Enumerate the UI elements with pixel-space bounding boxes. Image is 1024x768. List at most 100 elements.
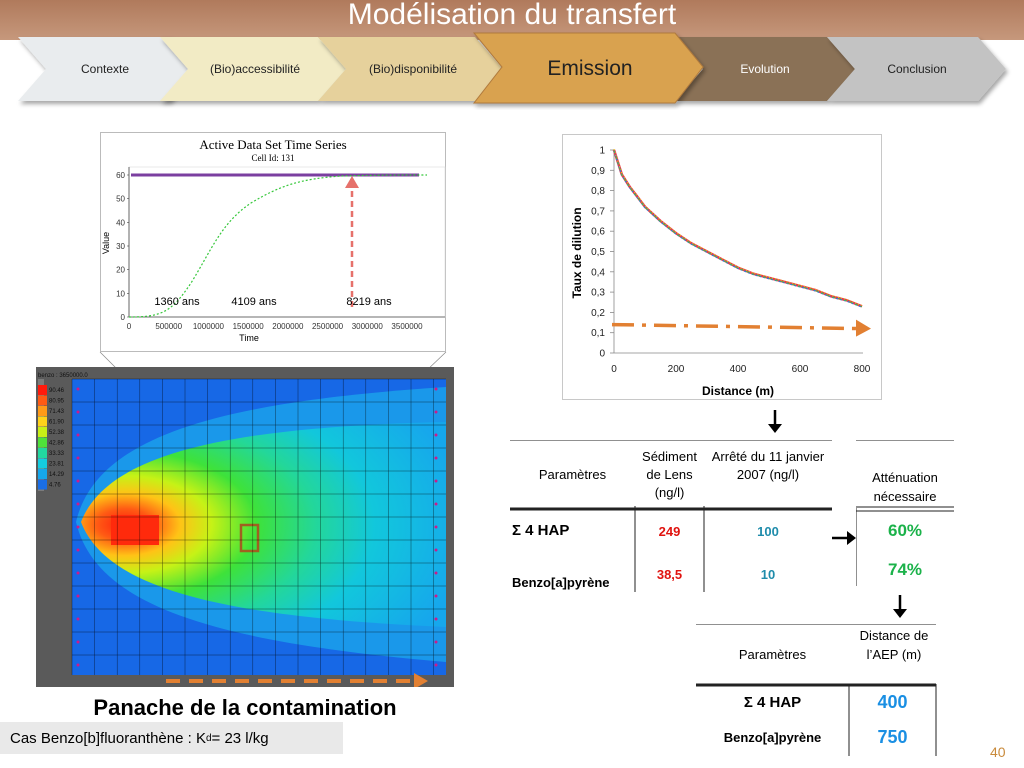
time-series-chart: 0 10 20 30 40 50 60 0 500000 1000000 1500000 20000…	[101, 166, 446, 343]
table2-header-distance: Distance de l’AEP (m)	[859, 628, 929, 662]
step-evolution[interactable]: Evolution	[740, 62, 790, 76]
plume-caption: Panache de la contamination	[93, 695, 397, 720]
dilution-ytick: 0,7	[591, 206, 605, 217]
step-arrow-bioaccessibilite[interactable]	[160, 37, 346, 101]
plume-legend-value: 42.86	[49, 441, 65, 447]
annotation-1360: 1360 ans	[154, 296, 200, 308]
time-series-title: Active Data Set Time Series	[199, 137, 347, 152]
ts-xtick: 3000000	[352, 322, 384, 331]
dilution-xtick: 200	[668, 364, 685, 375]
attenuation-row1: 60%	[887, 521, 923, 540]
dilution-ylabel: Taux de dilution	[570, 207, 584, 298]
ts-xtick: 2000000	[272, 322, 304, 331]
table1-row2-sediment: 38,5	[656, 567, 683, 582]
plume-legend-title: benzo : 3650000.0	[38, 373, 88, 379]
ts-ytick: 20	[116, 266, 125, 275]
time-series-panel: Active Data Set Time Series Cell Id: 131…	[100, 132, 446, 352]
dilution-ytick: 0,5	[591, 247, 605, 258]
table1-header-sediment: Sédiment de Lens (ng/l)	[642, 449, 697, 500]
dilution-series-line-2	[613, 149, 863, 307]
dilution-xtick: 400	[730, 364, 747, 375]
table2-row1-distance: 400	[877, 692, 908, 712]
table2-header-param: Paramètres	[738, 647, 807, 662]
table1-header-param: Paramètres	[538, 467, 607, 482]
ts-xtick: 3500000	[391, 322, 423, 331]
dilution-chart: 0 0,1 0,2 0,3 0,4 0,5 0,6 0,7 0,8 0,9 1 0 200 400 600…	[570, 146, 871, 398]
dilution-ytick: 0,3	[591, 288, 605, 299]
plume-legend-value: 33.33	[49, 451, 65, 457]
footnote-sub: d	[205, 732, 212, 744]
table1-row2-arrete: 10	[760, 567, 776, 582]
ts-ytick: 40	[116, 218, 125, 227]
dilution-ytick: 0,2	[591, 308, 605, 319]
ts-ytick: 10	[116, 289, 125, 298]
time-series-ylabel: Value	[101, 232, 111, 254]
table1-header-arrete: Arrêté du 11 janvier 2007 (ng/l)	[711, 449, 825, 482]
step-contexte[interactable]: Contexte	[80, 62, 130, 76]
plume-shape	[81, 422, 446, 627]
step-bioaccessibilite[interactable]: (Bio)accessibilité	[209, 62, 301, 76]
dilution-ytick: 0,8	[591, 186, 605, 197]
time-series-xlabel: Time	[239, 333, 259, 343]
footnote-suffix: = 23 l/kg	[211, 729, 269, 747]
step-arrow-evolution[interactable]	[675, 37, 855, 101]
ts-xtick: 1500000	[233, 322, 265, 331]
ts-xtick: 0	[127, 322, 132, 331]
step-emission[interactable]: Emission	[547, 57, 633, 80]
slide-title: Modélisation du transfert	[347, 0, 677, 31]
dilution-xlabel: Distance (m)	[702, 384, 774, 398]
step-conclusion[interactable]: Conclusion	[887, 62, 947, 76]
plume-panel: benzo : 3650000.0 90.46 80.95 71.43 61.90 52…	[36, 367, 454, 687]
time-series-arrow-head	[345, 176, 359, 188]
dilution-ytick: 1	[599, 146, 605, 157]
plume-legend-value: 61.90	[49, 420, 65, 426]
attenuation-row2: 74%	[887, 560, 923, 579]
dilution-series-line-3	[613, 150, 863, 308]
table1-row1-param: Σ 4 HAP	[512, 522, 570, 539]
plume-legend-value: 23.81	[49, 462, 65, 468]
dilution-ytick: 0	[599, 349, 605, 360]
ts-xtick: 500000	[155, 322, 182, 331]
step-arrow-contexte[interactable]	[18, 37, 198, 101]
threshold-arrow-head	[856, 319, 871, 337]
ts-ytick: 60	[116, 171, 125, 180]
ts-ytick: 30	[116, 242, 125, 251]
table1-row2-param: Benzo[a]pyrène	[512, 575, 610, 590]
step-biodisponibilite[interactable]: (Bio)disponibilité	[368, 62, 458, 76]
ts-xtick: 1000000	[193, 322, 225, 331]
step-arrow-emission[interactable]	[472, 32, 704, 104]
dilution-ytick: 0,9	[591, 166, 605, 177]
table1-row1-arrete: 100	[757, 524, 779, 539]
ts-xtick: 2500000	[312, 322, 344, 331]
dilution-ytick: 0,6	[591, 227, 605, 238]
footnote-text: Cas Benzo[b]fluoranthène : K	[10, 729, 206, 747]
process-steps	[18, 32, 1006, 104]
dilution-xtick: 600	[792, 364, 809, 375]
annotation-4109: 4109 ans	[231, 296, 277, 308]
dilution-ytick: 0,4	[591, 267, 605, 278]
ts-ytick: 50	[116, 195, 125, 204]
dilution-xtick: 800	[854, 364, 871, 375]
annotation-8219: 8219 ans	[346, 296, 392, 308]
step-arrow-biodisponibilite[interactable]	[318, 37, 503, 101]
plume-legend-value: 4.76	[49, 483, 61, 489]
plume-legend-value: 90.46	[49, 388, 65, 394]
plume-legend-value: 14.29	[49, 472, 65, 478]
ts-ytick: 0	[121, 313, 126, 322]
dilution-chart-panel: 0 0,1 0,2 0,3 0,4 0,5 0,6 0,7 0,8 0,9 1 0 200 400 600…	[562, 134, 882, 400]
time-series-curve	[128, 174, 428, 318]
plume-legend-value: 52.38	[49, 430, 65, 436]
table2-row2-distance: 750	[877, 727, 908, 747]
dilution-xtick: 0	[611, 364, 617, 375]
table2-row1-param: Σ 4 HAP	[743, 694, 802, 711]
attenuation-header: Atténuation nécessaire	[872, 470, 938, 504]
dilution-ytick: 0,1	[591, 328, 605, 339]
table2-row2-param: Benzo[a]pyrène	[723, 730, 822, 745]
step-arrow-conclusion[interactable]	[827, 37, 1006, 101]
plume-legend-value: 71.43	[49, 409, 65, 415]
plume-legend-value: 80.95	[49, 399, 65, 405]
page-number: 40	[990, 744, 1006, 760]
plume-cell-marker	[239, 523, 260, 553]
